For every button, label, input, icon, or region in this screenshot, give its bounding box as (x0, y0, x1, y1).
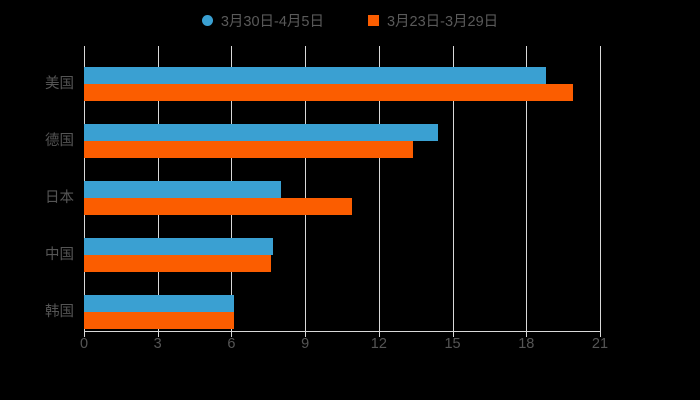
bar-韩国-series-0[interactable] (84, 295, 234, 312)
x-tick-mark (378, 331, 380, 337)
x-tick-label: 6 (227, 336, 236, 352)
category-label-韩国: 韩国 (45, 304, 74, 320)
x-tick-label: 0 (79, 336, 89, 352)
x-tick-label: 21 (591, 336, 609, 352)
x-tick-label: 18 (518, 336, 535, 352)
gridline (452, 46, 454, 331)
legend-square-marker-icon (367, 15, 379, 26)
gridline (378, 46, 380, 331)
x-tick-mark (526, 331, 528, 337)
x-tick-label: 15 (444, 336, 461, 352)
category-label-日本: 日本 (45, 190, 74, 206)
bar-日本-series-1[interactable] (84, 198, 352, 215)
x-tick-label: 12 (370, 336, 387, 352)
bar-中国-series-1[interactable] (84, 255, 271, 272)
gridline (600, 46, 601, 331)
x-axis-tick-labels: 0 3 6 9 12 15 18 21 (80, 336, 614, 359)
x-tick-mark (231, 331, 233, 337)
plot-area (84, 46, 601, 337)
bar-日本-series-0[interactable] (84, 181, 281, 198)
bar-德国-series-0[interactable] (84, 124, 438, 141)
category-label-德国: 德国 (45, 133, 74, 149)
legend-label-series-1: 3月23日-3月29日 (386, 14, 499, 30)
gridline (526, 46, 528, 331)
category-axis-labels: 美国德国日本中国韩国 (0, 46, 74, 331)
x-tick-mark (600, 331, 601, 337)
chart-legend: 3月30日-4月5日 3月23日-3月29日 (0, 10, 700, 31)
x-tick-mark (305, 331, 307, 337)
x-axis-line (84, 331, 601, 332)
bar-美国-series-1[interactable] (84, 84, 573, 101)
bar-德国-series-1[interactable] (84, 141, 414, 158)
legend-circle-marker-icon (201, 15, 213, 26)
gridline (305, 46, 307, 331)
legend-item-series-1[interactable]: 3月23日-3月29日 (367, 10, 499, 31)
bar-中国-series-0[interactable] (84, 238, 274, 255)
legend-label-series-0: 3月30日-4月5日 (220, 14, 324, 30)
x-tick-mark (157, 331, 159, 337)
bar-美国-series-0[interactable] (84, 67, 546, 84)
x-tick-mark (84, 331, 85, 337)
x-tick-mark (452, 331, 454, 337)
category-label-美国: 美国 (45, 76, 74, 92)
x-tick-label: 3 (153, 336, 162, 352)
legend-item-series-0[interactable]: 3月30日-4月5日 (201, 10, 324, 31)
category-label-中国: 中国 (45, 247, 74, 263)
x-tick-label: 9 (301, 336, 310, 352)
bar-韩国-series-1[interactable] (84, 312, 234, 329)
